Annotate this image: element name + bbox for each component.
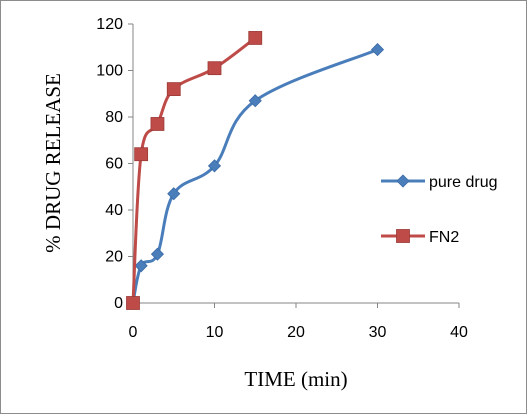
y-tick-label: 40: [105, 202, 123, 219]
y-tick-label: 100: [96, 63, 123, 80]
y-tick-label: 0: [114, 295, 123, 312]
legend: pure drug FN2: [381, 174, 498, 246]
y-tick-label: 20: [105, 249, 123, 266]
legend-label-fn2: FN2: [429, 229, 459, 246]
y-tick-label: 120: [96, 16, 123, 33]
axes: [132, 24, 459, 304]
series-line-fn2: [131, 36, 257, 305]
x-axis-ticks: 0 10 20 30 40: [129, 303, 468, 341]
data-point-fn2: [248, 31, 263, 45]
x-tick-label: 20: [287, 324, 305, 341]
y-axis-ticks: 0 20 40 60 80 100 120: [96, 16, 133, 312]
legend-label-pure-drug: pure drug: [429, 174, 498, 191]
x-tick-label: 40: [450, 324, 468, 341]
data-point-pure-drug: [248, 94, 262, 108]
data-point-fn2: [207, 61, 222, 76]
series-layer: [126, 31, 385, 310]
data-point-fn2: [166, 82, 181, 96]
y-tick-label: 60: [105, 156, 123, 173]
y-axis-title: % DRUG RELEASE: [41, 73, 65, 253]
data-point-pure-drug: [134, 259, 148, 273]
data-point-pure-drug: [167, 187, 181, 201]
x-tick-label: 0: [129, 324, 138, 341]
data-point-pure-drug: [207, 159, 222, 173]
data-point-pure-drug: [370, 43, 385, 57]
y-tick-label: 80: [105, 109, 123, 126]
data-point-fn2: [126, 296, 140, 310]
legend-marker-pure-drug: [396, 174, 410, 188]
x-tick-label: 30: [369, 324, 387, 341]
x-axis-title: TIME (min): [244, 367, 347, 391]
data-point-fn2: [134, 147, 149, 162]
data-point-fn2: [150, 117, 165, 131]
data-point-pure-drug: [150, 247, 165, 261]
legend-marker-fn2: [396, 229, 410, 243]
x-tick-label: 10: [206, 324, 224, 341]
